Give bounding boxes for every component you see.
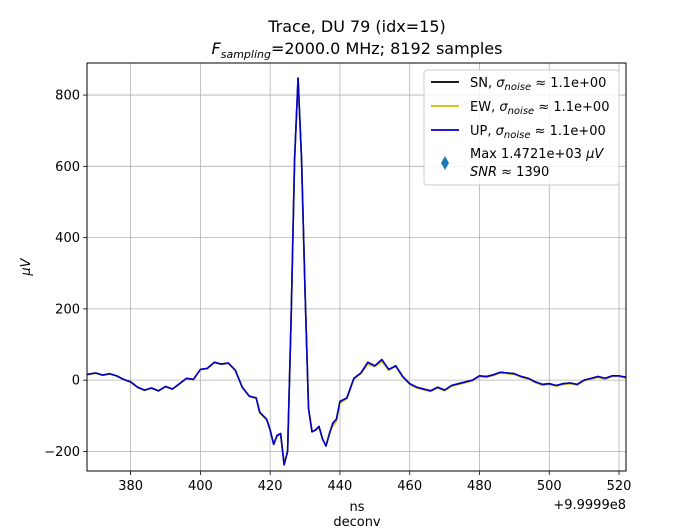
y-tick-label: −200 <box>44 445 80 460</box>
series-layer <box>87 77 626 466</box>
y-axis-label: μV <box>19 257 34 276</box>
x-tick-label: 460 <box>397 479 422 494</box>
subtitle-symbol: F <box>212 39 222 58</box>
subtitle-subscript: sampling <box>221 48 271 61</box>
x-tick-label: 440 <box>328 479 353 494</box>
ticks: 380 400 420 440 460 480 500 520 −200 0 200 400 600 80… <box>44 89 631 494</box>
x-tick-label: 400 <box>188 479 213 494</box>
y-tick-label: 800 <box>55 89 80 104</box>
chart-title: Trace, DU 79 (idx=15) <box>267 17 446 36</box>
chart-subtitle: Fsampling=2000.0 MHz; 8192 samples <box>212 39 503 61</box>
legend-marker-diamond <box>441 156 449 170</box>
x-tick-label: 380 <box>118 479 143 494</box>
legend-snr-label: SNR ≈ 1390 <box>470 165 549 180</box>
subtitle-rest: =2000.0 MHz; 8192 samples <box>271 39 503 58</box>
x-tick-label: 420 <box>258 479 283 494</box>
y-tick-label: 600 <box>55 160 80 175</box>
legend-entry-up: UP, σnoise ≈ 1.1e+00 <box>470 124 606 141</box>
legend: SN, σnoise ≈ 1.1e+00 EW, σnoise ≈ 1.1e+00… <box>423 69 620 186</box>
x-axis-label: ns <box>349 500 364 515</box>
y-tick-label: 400 <box>55 231 80 246</box>
x-axis-label-2: deconv <box>333 515 381 529</box>
y-tick-label: 0 <box>72 374 80 389</box>
legend-box <box>423 69 620 186</box>
plot-frame <box>86 62 627 472</box>
legend-entry-ew: EW, σnoise ≈ 1.1e+00 <box>470 100 609 117</box>
x-tick-label: 480 <box>467 479 492 494</box>
legend-entry-sn: SN, σnoise ≈ 1.1e+00 <box>470 76 606 93</box>
legend-max-label: Max 1.4721e+03 μV <box>470 147 604 162</box>
x-offset-label: +9.9999e8 <box>553 498 626 513</box>
y-tick-label: 200 <box>55 302 80 317</box>
x-tick-label: 520 <box>607 479 632 494</box>
x-tick-label: 500 <box>537 479 562 494</box>
series-line-up <box>87 77 626 466</box>
